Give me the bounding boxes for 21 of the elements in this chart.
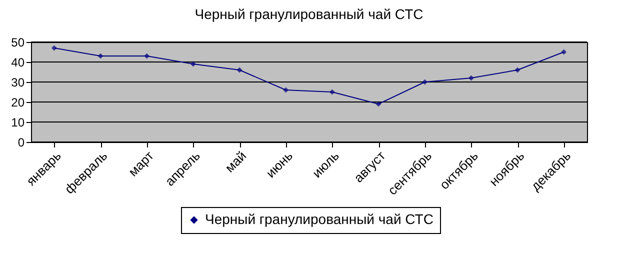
- point: [329, 89, 335, 95]
- point: [236, 67, 242, 73]
- y-tick-label: 50: [11, 36, 25, 50]
- point: [190, 61, 196, 67]
- y-tick-label: 20: [11, 96, 25, 110]
- x-tick-label: май: [222, 148, 250, 176]
- y-tick-label: 40: [11, 56, 25, 70]
- point: [561, 49, 567, 55]
- y-tick-label: 10: [11, 116, 25, 130]
- point: [98, 53, 104, 59]
- chart-title: Черный гранулированный чай СТС: [194, 6, 424, 22]
- point: [144, 53, 150, 59]
- y-tick-label: 30: [11, 76, 25, 90]
- point: [422, 79, 428, 85]
- legend-label: Черный гранулированный чай СТС: [205, 211, 434, 227]
- point: [514, 67, 520, 73]
- point: [51, 45, 57, 51]
- point: [468, 75, 474, 81]
- point: [283, 87, 289, 93]
- y-tick-label: 0: [18, 136, 25, 150]
- point: [376, 101, 382, 107]
